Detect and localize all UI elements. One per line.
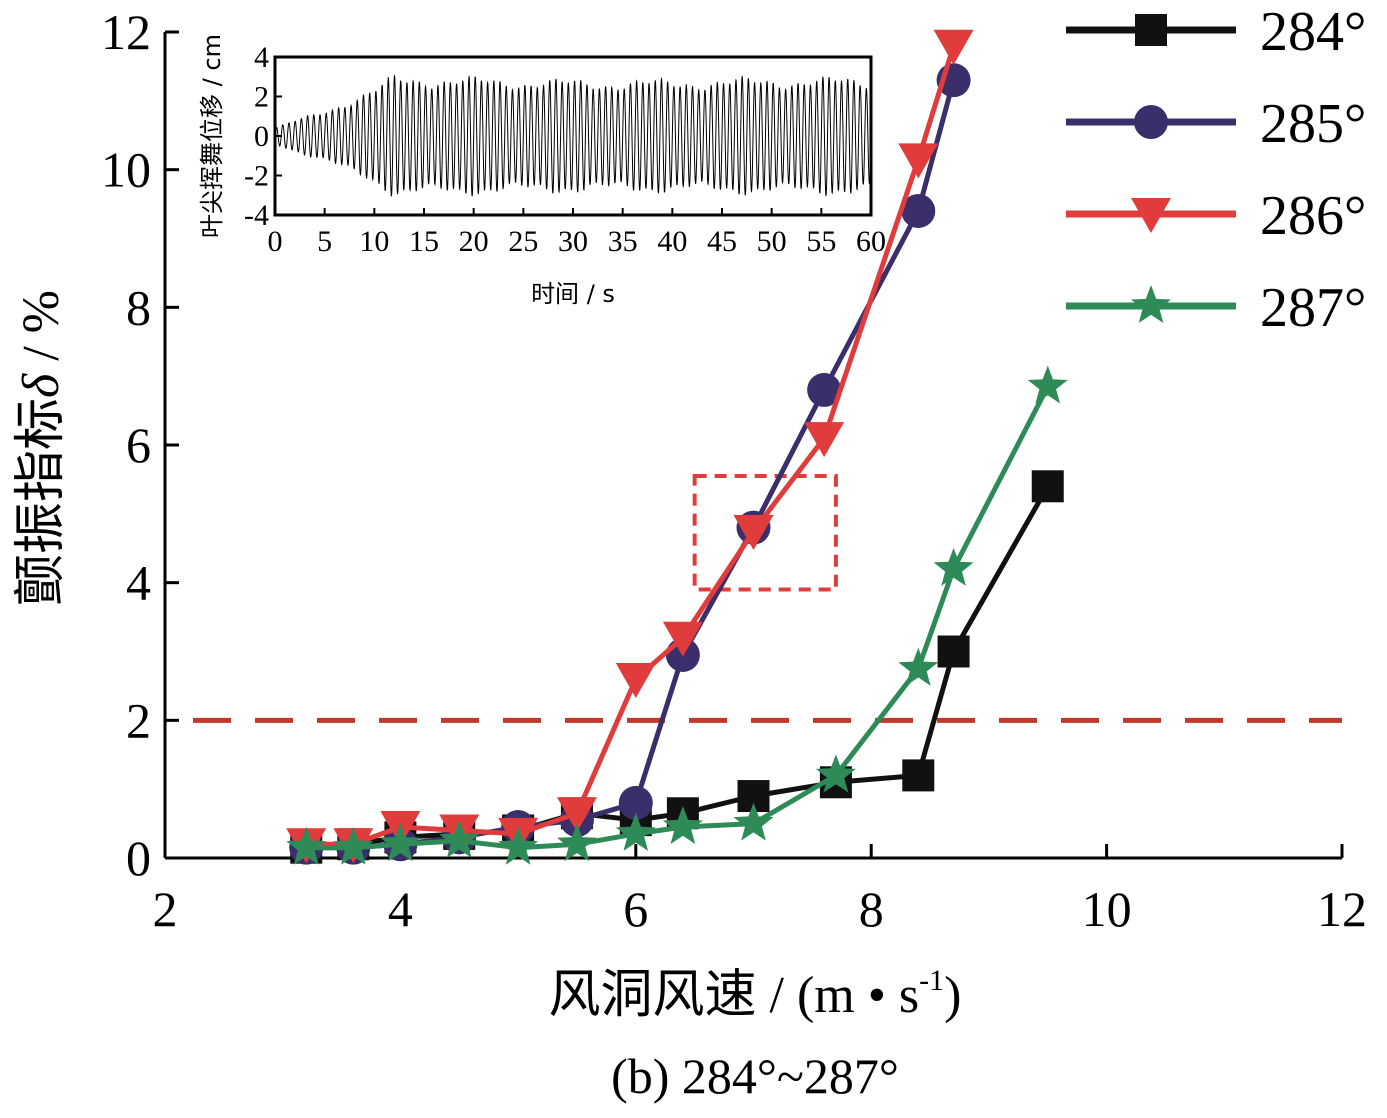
inset-y-tick-label: -4	[244, 199, 269, 232]
legend-item-0: 284°	[1066, 1, 1366, 63]
x-axis-label-main: 风洞风速 / (m • s	[549, 967, 920, 1024]
inset-y-axis-label: 叶尖挥舞位移 / cm	[198, 34, 226, 238]
y-tick-label: 0	[126, 830, 151, 886]
x-tick-label: 4	[388, 881, 413, 937]
y-tick-label: 2	[126, 692, 151, 748]
data-point	[662, 621, 703, 657]
data-point	[733, 802, 774, 841]
inset-signal-line	[275, 75, 871, 197]
inset-x-tick-label: 40	[657, 225, 687, 258]
inset-x-tick-label: 5	[317, 225, 332, 258]
annotations	[193, 473, 1342, 723]
inset-chart: 0 5 10 15 20 25 30 35 40 45 50 55 60 -4 -2 0 2 4 时间 / s 叶…	[198, 34, 886, 308]
y-tick-label: 6	[126, 417, 151, 473]
y-axis-label-unit: / %	[13, 290, 70, 374]
inset-x-tick-label: 15	[409, 225, 439, 258]
data-point	[615, 663, 656, 699]
inset-x-axis-label: 时间 / s	[531, 280, 615, 308]
data-point	[618, 785, 653, 820]
data-point	[807, 372, 842, 407]
x-tick-label: 12	[1317, 881, 1367, 937]
data-point	[557, 823, 597, 862]
inset-y-tick-label: 0	[254, 120, 269, 153]
series-3	[286, 365, 1068, 865]
x-tick-label: 8	[859, 881, 884, 937]
data-point	[901, 193, 936, 228]
y-axis-label-main: 颤振指标	[13, 398, 70, 606]
data-point	[380, 823, 421, 862]
data-point	[937, 635, 970, 668]
x-axis-label: 风洞风速 / (m • s-1)	[549, 964, 962, 1024]
data-point	[898, 143, 939, 179]
series-line	[306, 385, 1051, 851]
legend-item-3: 287°	[1066, 277, 1366, 339]
inset-y-tick-label: 4	[254, 41, 269, 74]
series-2	[286, 29, 974, 864]
data-point	[933, 29, 974, 65]
y-tick-label: 8	[126, 279, 151, 335]
x-axis-label-close: )	[944, 967, 961, 1024]
x-axis-label-sup: -1	[919, 964, 944, 997]
y-axis-label-symbol: δ	[13, 373, 70, 398]
data-point	[556, 797, 597, 833]
data-point	[902, 759, 935, 792]
inset-x-tick-label: 30	[558, 225, 588, 258]
inset-x-tick-label: 60	[856, 225, 886, 258]
data-point	[1027, 365, 1068, 404]
inset-y-tick-label: -2	[244, 160, 269, 193]
legend-marker	[1134, 105, 1168, 139]
y-tick-label: 4	[126, 555, 151, 611]
data-point	[662, 806, 703, 844]
inset-x-tick-label: 50	[757, 225, 787, 258]
legend-marker	[1135, 14, 1167, 46]
data-point	[333, 826, 374, 865]
data-point	[815, 754, 856, 793]
data-point	[286, 826, 327, 865]
legend-label: 287°	[1260, 277, 1366, 339]
legend: 284° 285° 286° 287°	[1066, 1, 1366, 339]
legend-label: 285°	[1260, 93, 1366, 155]
legend-item-2: 286°	[1066, 185, 1366, 247]
legend-marker	[1131, 285, 1171, 323]
inset-x-tick-label: 10	[359, 225, 389, 258]
data-point	[1031, 470, 1064, 503]
inset-x-tick-label: 55	[806, 225, 836, 258]
highlight-box	[692, 473, 838, 592]
legend-marker	[1131, 198, 1171, 233]
legend-item-1: 285°	[1066, 93, 1366, 155]
inset-x-tick-label: 45	[707, 225, 737, 258]
figure-caption: (b) 284°~287°	[611, 1048, 899, 1104]
x-tick-label: 6	[623, 881, 648, 937]
data-point	[439, 819, 480, 858]
inset-x-tick-label: 35	[608, 225, 638, 258]
data-point	[733, 515, 774, 551]
x-tick-label: 10	[1082, 881, 1132, 937]
inset-x-tick-label: 20	[459, 225, 489, 258]
legend-label: 284°	[1260, 1, 1366, 63]
inset-x-tick-label: 0	[268, 225, 283, 258]
data-point	[804, 422, 845, 458]
legend-label: 286°	[1260, 185, 1366, 247]
inset-signal	[275, 75, 871, 197]
y-tick-label: 10	[101, 142, 151, 198]
data-point	[498, 826, 539, 865]
y-axis-label: 颤振指标δ / %	[13, 290, 70, 606]
x-tick-label: 2	[153, 881, 178, 937]
inset-y-tick-label: 2	[254, 81, 269, 114]
data-point	[933, 547, 974, 586]
data-point	[898, 647, 939, 686]
inset-axes: 0 5 10 15 20 25 30 35 40 45 50 55 60 -4 -2 0 2 4	[244, 41, 886, 258]
inset-x-tick-label: 25	[508, 225, 538, 258]
data-point	[615, 812, 656, 851]
series-layer	[286, 29, 1068, 865]
y-tick-label: 12	[101, 4, 151, 60]
